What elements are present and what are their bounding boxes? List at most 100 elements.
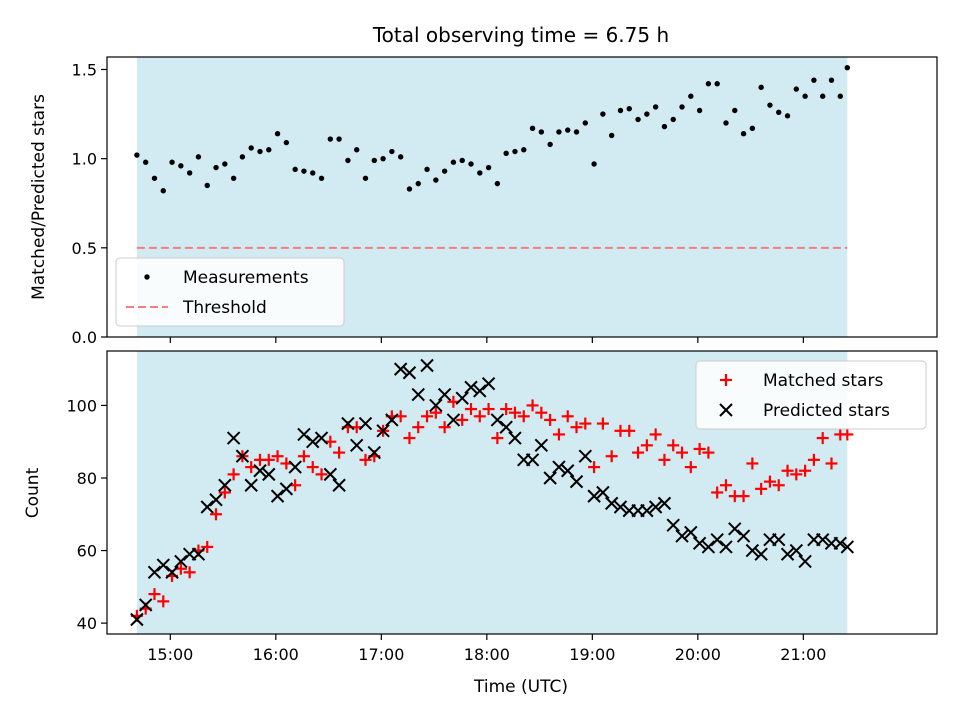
measurement-point: [661, 123, 668, 130]
measurement-point: [538, 129, 545, 135]
predicted-star-point: [191, 547, 206, 561]
x-tick-label: 20:00: [675, 645, 721, 664]
matched-star-point: [429, 406, 442, 419]
measurement-point: [204, 182, 210, 189]
predicted-star-point: [692, 536, 707, 551]
matched-star-point: [561, 410, 574, 423]
x-tick-label: 16:00: [253, 645, 299, 664]
measurement-point: [151, 175, 158, 181]
matched-star-point: [570, 421, 583, 434]
predicted-star-point: [464, 380, 478, 394]
predicted-star-point: [297, 427, 311, 442]
matched-star-point: [403, 432, 416, 445]
predicted-star-point: [323, 467, 338, 482]
matched-star-point: [711, 486, 724, 499]
matched-star-point: [649, 428, 662, 441]
matched-star-point: [632, 446, 645, 459]
measurement-point: [301, 168, 307, 174]
y-tick-label: 40: [77, 614, 97, 633]
measurement-point: [802, 93, 808, 99]
count-panel: 40 60 80 100 15:00 16:00 17:00 18:00 19:00 20:00…: [23, 350, 938, 697]
predicted-star-point: [701, 540, 716, 554]
measurement-point: [186, 170, 193, 176]
predicted-star-point: [490, 413, 505, 427]
legend-label-matched: Matched stars: [763, 371, 883, 391]
measurement-point: [371, 157, 377, 164]
measurement-point: [160, 188, 166, 194]
y-tick-label: 1.5: [72, 60, 97, 79]
x-axis-ticks: [169, 337, 804, 343]
matched-star-point: [262, 453, 275, 466]
matched-star-point: [772, 479, 785, 492]
y-axis-ticks: 0.0 0.5 1.0 1.5: [72, 60, 107, 347]
measurement-point: [494, 180, 501, 187]
measurement-point: [503, 150, 509, 157]
predicted-star-point: [147, 565, 162, 580]
predicted-star-point: [349, 438, 364, 453]
y-tick-label: 80: [77, 469, 97, 488]
measurement-point: [617, 107, 624, 114]
predicted-star-point: [402, 366, 417, 380]
matched-star-point: [438, 421, 451, 434]
measurement-point: [239, 154, 246, 160]
measurement-point: [573, 129, 580, 135]
matched-star-point: [544, 413, 557, 426]
predicted-star-point: [393, 362, 408, 376]
matched-star-point: [719, 479, 732, 492]
predicted-star-point: [552, 460, 566, 474]
measurement-point: [811, 77, 817, 83]
predicted-star-point: [218, 478, 232, 492]
measurement-point: [380, 155, 386, 162]
measurement-point: [318, 175, 325, 181]
measurement-point: [776, 109, 782, 115]
measurement-point: [732, 107, 738, 114]
measurement-point: [178, 163, 184, 169]
measurement-point: [195, 154, 202, 160]
chart-title: Total observing time = 6.75 h: [372, 23, 669, 47]
predicted-star-point: [200, 500, 214, 514]
y-tick-label: 100: [66, 396, 97, 415]
predicted-star-point: [332, 478, 346, 492]
predicted-star-point: [385, 413, 399, 427]
measurement-point: [415, 180, 421, 187]
legend-marker-measurements: [144, 274, 150, 280]
predicted-star-point: [648, 500, 663, 514]
measurement-point: [582, 120, 589, 126]
predicted-star-point: [429, 398, 443, 413]
legend-label-measurements: Measurements: [183, 268, 309, 288]
predicted-star-point: [587, 489, 601, 503]
predicted-star-point: [710, 532, 724, 547]
matched-star-point: [210, 508, 223, 521]
measurement-point: [784, 113, 791, 119]
predicted-star-point: [561, 464, 575, 478]
measurement-point: [424, 166, 430, 173]
measurement-point: [310, 170, 316, 176]
measurement-point: [714, 81, 720, 87]
predicted-star-point: [279, 482, 294, 496]
measurement-point: [512, 148, 518, 155]
measurement-point: [406, 186, 413, 192]
y-axis-label: Count: [23, 467, 43, 518]
predicted-star-point: [138, 598, 153, 612]
measurement-point: [600, 111, 606, 117]
legend: Matched stars Predicted stars: [695, 360, 927, 430]
measurement-point: [222, 161, 228, 167]
matched-star-point: [359, 453, 372, 466]
measurement-point: [274, 130, 281, 137]
measurement-point: [389, 148, 395, 155]
matched-star-point: [526, 399, 539, 412]
predicted-star-point: [481, 376, 496, 391]
y-tick-label: 0.0: [72, 328, 97, 347]
predicted-star-point: [270, 489, 285, 503]
measurement-point: [433, 177, 439, 183]
predicted-star-point: [420, 358, 434, 373]
predicted-star-point: [534, 438, 549, 453]
measurement-point: [142, 159, 149, 165]
measurement-point: [345, 157, 351, 164]
matched-star-point: [799, 464, 812, 477]
predicted-star-point: [675, 529, 689, 543]
plot-frame: [106, 350, 938, 635]
measurement-point: [230, 175, 237, 181]
predicted-star-point: [789, 543, 804, 558]
matched-star-point: [790, 468, 803, 481]
